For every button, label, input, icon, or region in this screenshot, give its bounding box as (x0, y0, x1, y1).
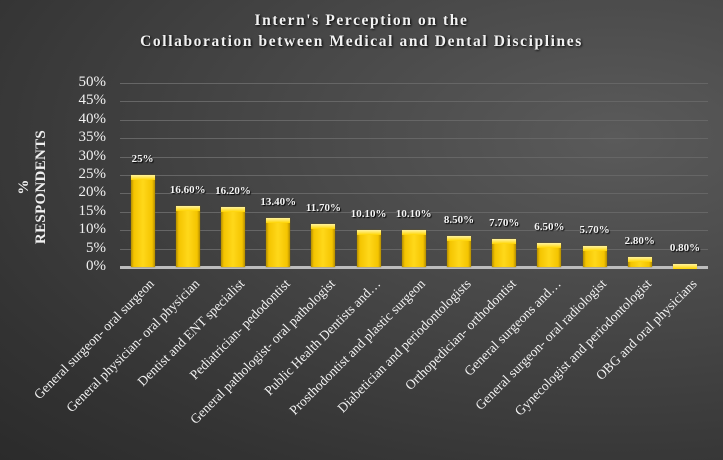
data-label: 0.80% (669, 242, 701, 255)
y-tick-label: 20% (78, 184, 107, 201)
data-label: 2.80% (624, 234, 655, 247)
bar (356, 229, 381, 267)
chart-title-line-2: Collaboration between Medical and Dental… (140, 33, 583, 50)
bar (130, 175, 155, 267)
gridline (120, 101, 708, 102)
x-axis-line (120, 266, 708, 269)
gridline (120, 120, 708, 121)
y-tick-label: 35% (78, 129, 107, 146)
y-tick-label: 0% (86, 258, 106, 274)
y-tick-label: 45% (78, 92, 107, 109)
data-label: 13.40% (260, 195, 297, 208)
y-tick-label: 10% (78, 221, 107, 238)
y-tick-label: 50% (78, 74, 107, 90)
y-tick-label: 15% (78, 202, 107, 219)
bar (447, 235, 471, 267)
gridline (120, 175, 708, 176)
data-label: 25% (131, 153, 154, 165)
data-label: 6.50% (534, 221, 565, 234)
bar (492, 238, 517, 267)
y-tick-label: 25% (78, 166, 107, 182)
gridline (120, 138, 708, 139)
bar (401, 229, 426, 267)
y-tick-label: 5% (86, 239, 106, 256)
gridline (120, 193, 708, 194)
data-label: 10.10% (350, 207, 387, 220)
bar (627, 256, 652, 267)
bar (175, 205, 200, 267)
data-label: 16.20% (215, 185, 251, 198)
y-axis-label: % RESPONDENTS (16, 129, 49, 245)
bar (582, 246, 607, 267)
data-label: 8.50% (443, 213, 475, 226)
y-tick-label: 40% (78, 110, 107, 127)
gridline (120, 157, 708, 158)
bar (311, 223, 336, 267)
gridline (120, 212, 708, 213)
data-label: 7.70% (489, 216, 520, 229)
gridline (120, 83, 708, 84)
bar (537, 243, 562, 267)
data-label: 5.70% (579, 224, 610, 237)
data-label: 16.60% (169, 183, 206, 196)
chart-title-line-1: Intern's Perception on the (254, 12, 469, 29)
bar (266, 217, 291, 267)
y-tick-label: 30% (78, 147, 107, 164)
data-label: 11.70% (305, 201, 341, 214)
bar (221, 207, 245, 267)
data-label: 10.10% (395, 207, 432, 220)
bar (673, 264, 697, 269)
